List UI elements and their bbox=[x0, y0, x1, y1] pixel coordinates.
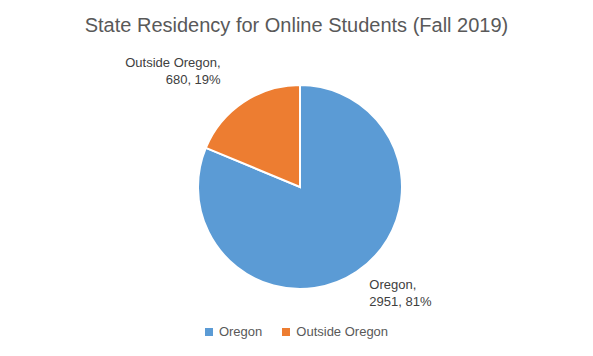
svg-text:Oregon,2951, 81%: Oregon,2951, 81% bbox=[369, 277, 432, 309]
html-text:Outside Oregon: Outside Oregon bbox=[296, 324, 389, 339]
html-text:Oregon: Oregon bbox=[218, 324, 263, 339]
svg-text:Outside Oregon,680, 19%: Outside Oregon,680, 19% bbox=[125, 55, 221, 87]
html-text:State Residency for Online Stu: State Residency for Online Students (Fal… bbox=[84, 14, 509, 36]
